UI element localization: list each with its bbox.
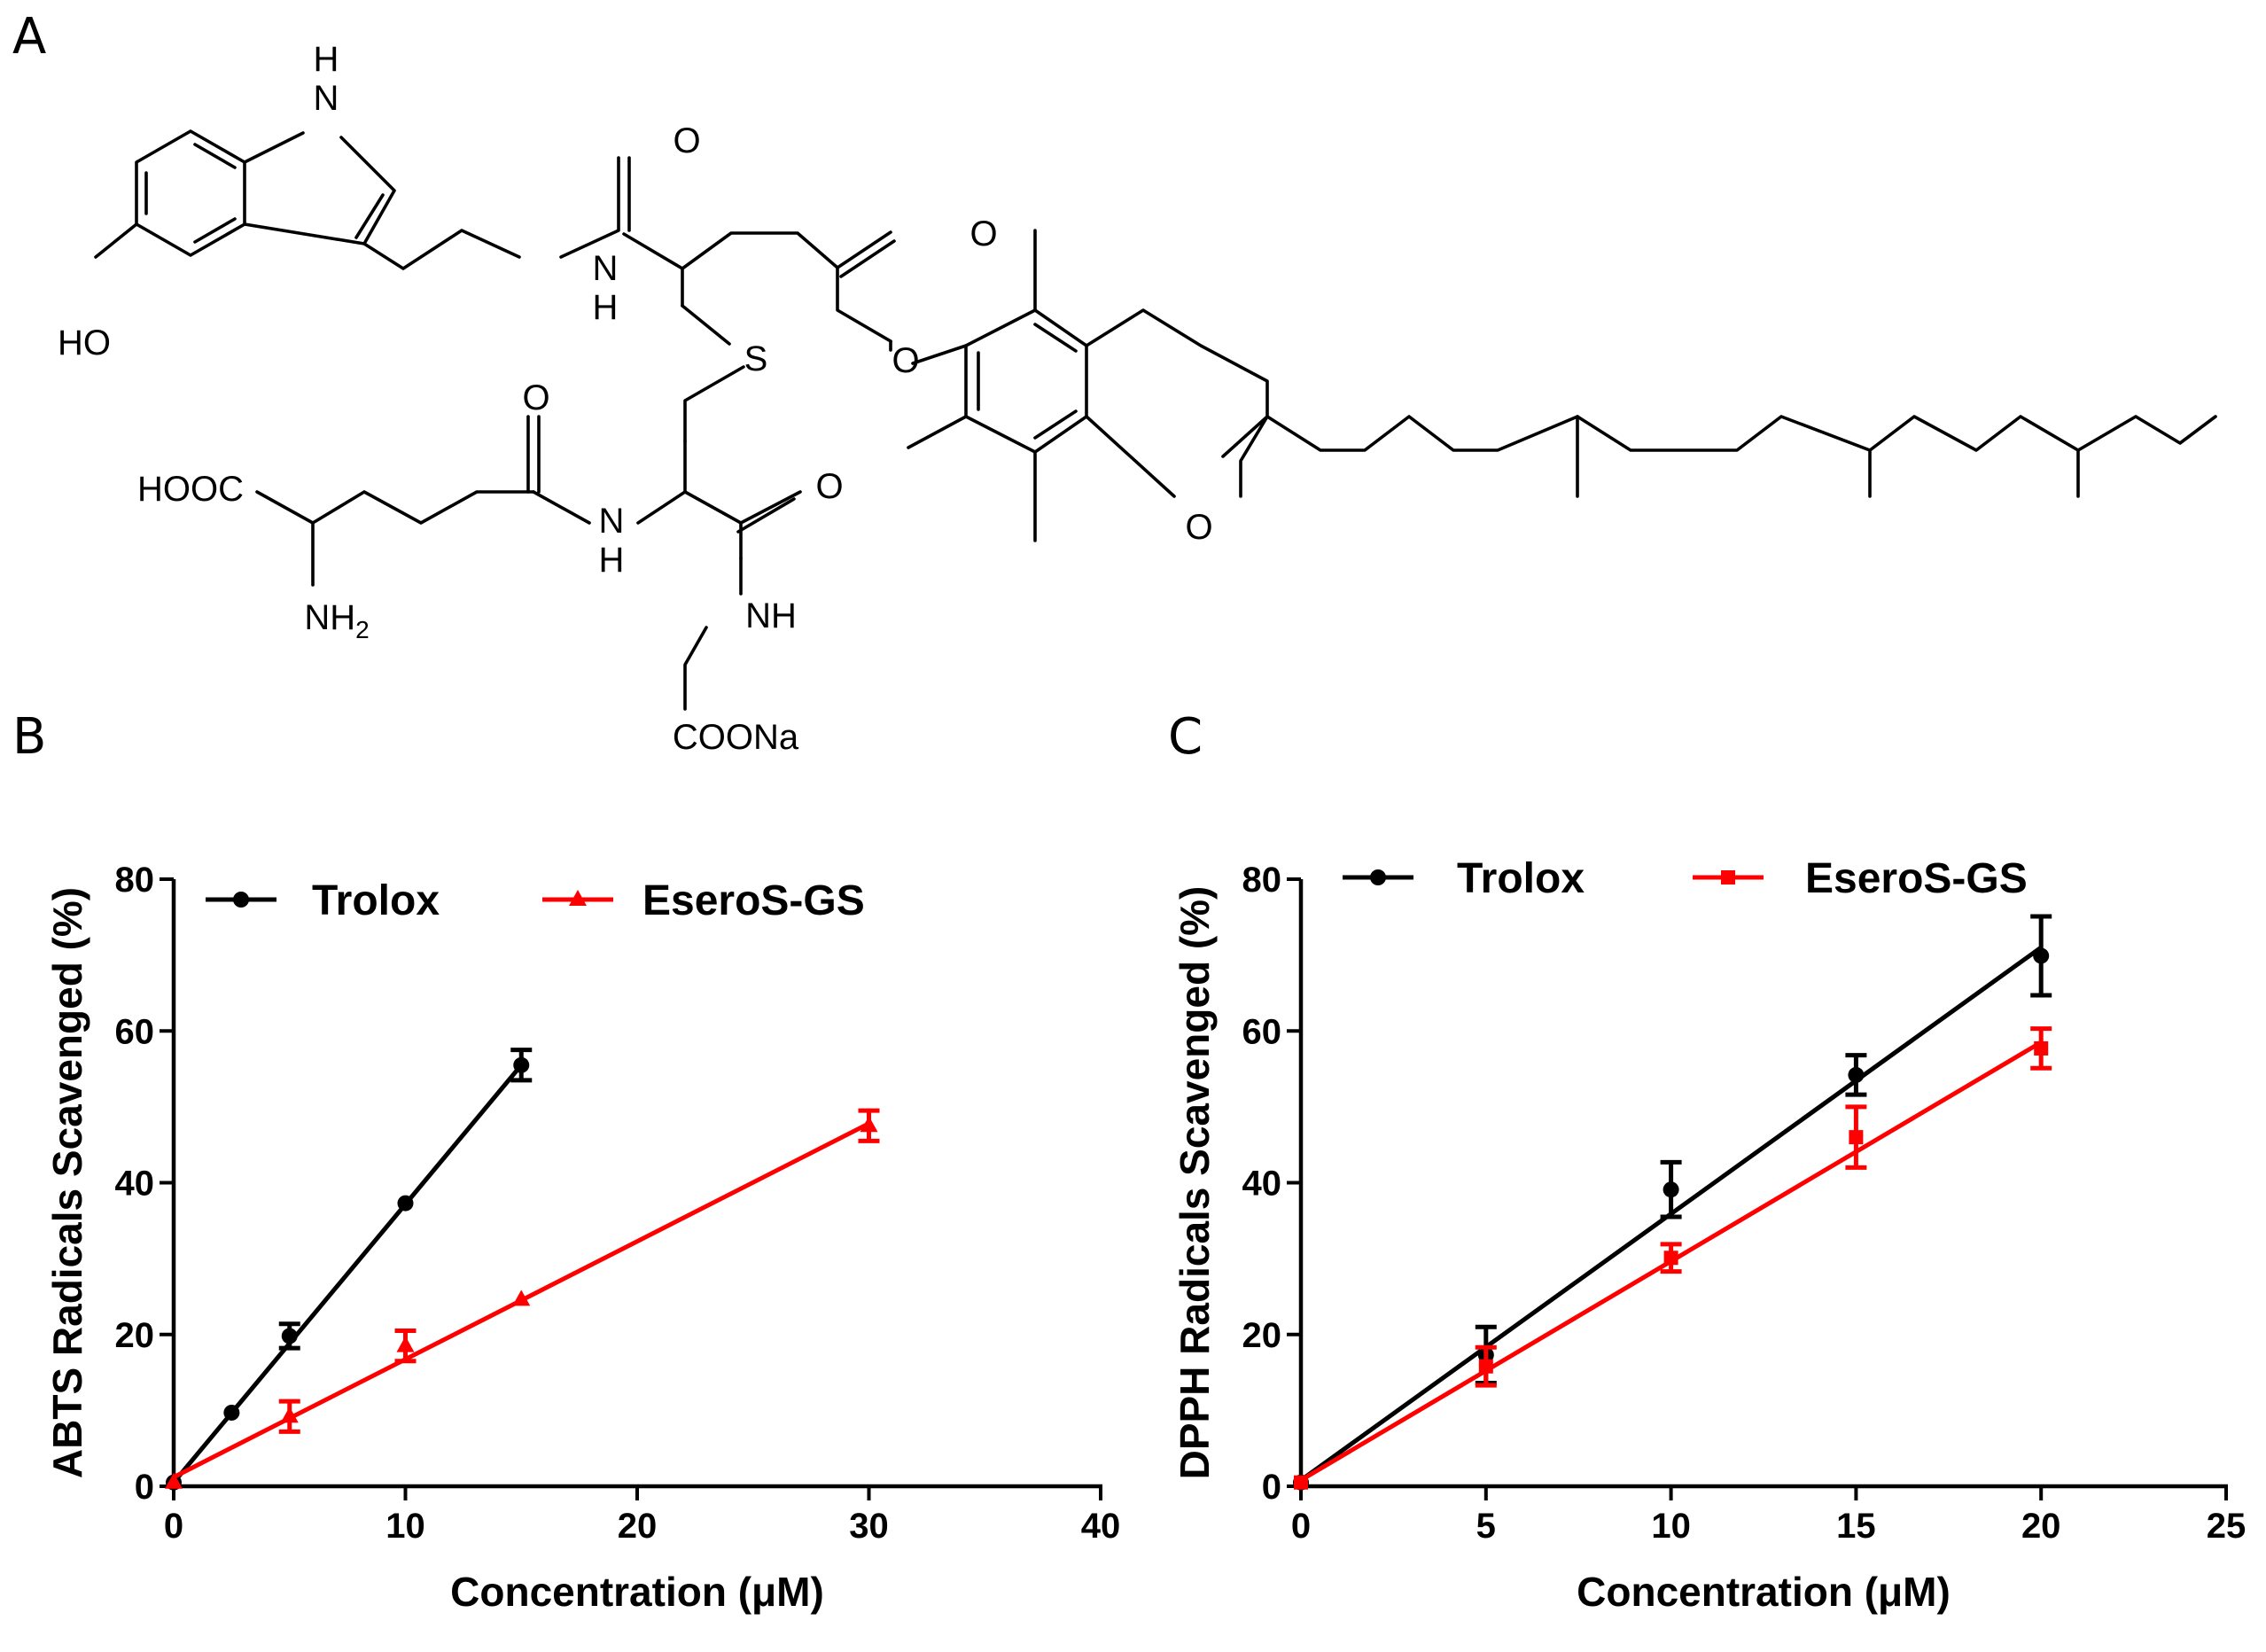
x-axis-title: Concentration (μM) [1577,1569,1951,1615]
y-axis-title: DPPH Radicals Scavenged (%) [1172,886,1218,1480]
series-trolox: Trolox [166,877,533,1491]
data-point [2033,947,2050,964]
x-axis-title: Concentration (μM) [450,1569,824,1615]
series-eseros-gs: EseroS-GS [165,877,880,1489]
data-point [397,1195,414,1212]
x-tick-label: 15 [1836,1507,1876,1546]
x-tick-label: 40 [1081,1507,1121,1546]
atom-label: HOOC [137,470,244,509]
atom-label: O [892,341,919,380]
data-point [1294,1475,1308,1490]
x-tick-label: 25 [2207,1507,2247,1546]
atom-label: O [815,467,843,506]
atom-label: H [599,541,625,580]
x-tick-label: 10 [1651,1507,1691,1546]
legend-label: Trolox [312,877,440,924]
atom-label: NH2 [304,598,369,643]
data-point [569,890,587,906]
x-tick-label: 5 [1476,1507,1496,1546]
legend-label: EseroS-GS [1805,855,2028,902]
y-tick-label: 60 [1242,1012,1282,1051]
atom-label: O [673,121,700,160]
y-tick-label: 20 [115,1316,155,1355]
data-point [396,1336,415,1352]
atom-label: COONa [673,718,799,757]
data-point [512,1290,531,1306]
data-point [1849,1130,1864,1145]
data-point [1478,1359,1493,1374]
chart-c: C 0 20 40 60 80 0 5 10 15 20 25 Concentration (μM) D… [1168,708,2246,1615]
atom-label: N [593,249,619,288]
atom-label: HO [58,323,111,362]
x-tick-label: 20 [2021,1507,2061,1546]
data-point [165,1472,183,1489]
data-point [860,1116,878,1133]
panel-letter-a: A [12,8,46,66]
legend-label: Trolox [1457,855,1585,902]
series-trolox: Trolox [1293,855,2052,1491]
atom-label: H [593,288,619,327]
data-point [1663,1181,1679,1198]
atom-label: NH [745,596,797,635]
chart-c-plot-area: 0 20 40 60 80 0 5 10 15 20 25 Concentration (μM) DPP… [1172,855,2246,1615]
y-tick-label: 40 [115,1165,155,1204]
chart-b-plot-area: 0 20 40 60 80 0 10 20 30 40 Concentration (μM) ABTS… [44,861,1120,1615]
data-point [223,1404,240,1421]
legend-label: EseroS-GS [642,877,865,924]
y-axis-title: ABTS Radicals Scavenged (%) [44,887,90,1478]
x-tick-label: 0 [1291,1507,1311,1546]
data-point [513,1056,530,1073]
atom-label: H [314,40,339,79]
data-point [1370,869,1386,885]
atom-label: O [969,214,997,253]
x-tick-label: 20 [618,1507,658,1546]
y-tick-label: 80 [115,861,155,900]
data-point [1721,870,1735,884]
atom-label: O [1185,508,1212,547]
structure-bonds [94,129,2217,711]
atom-label: S [744,339,768,378]
y-tick-label: 60 [115,1012,155,1051]
atom-label: N [599,502,625,541]
x-tick-label: 0 [164,1507,183,1546]
x-tick-label: 10 [385,1507,425,1546]
atom-label: O [522,378,549,417]
data-point [281,1328,298,1344]
y-tick-label: 80 [1242,861,1282,900]
data-point [1848,1066,1865,1083]
panel-letter-c: C [1168,708,1203,766]
panel-letter-b: B [12,708,46,766]
y-tick-label: 20 [1242,1316,1282,1355]
chart-b: B 0 20 40 60 80 0 10 20 30 40 Concentration (μM) AB… [12,708,1120,1615]
data-point [233,892,249,908]
y-tick-label: 0 [135,1468,154,1507]
y-tick-label: 0 [1262,1468,1281,1507]
atom-label: N [314,79,339,118]
series-eseros-gs: EseroS-GS [1294,855,2052,1490]
y-tick-label: 40 [1242,1165,1282,1204]
structure-atom-labels: H N HO O N H O O S O HOOC NH2 N H O NH C… [58,40,1213,757]
x-tick-label: 30 [849,1507,889,1546]
chemical-structure: A [12,8,2217,757]
data-point [1663,1251,1678,1266]
data-point [2034,1040,2049,1056]
data-point [280,1407,299,1423]
